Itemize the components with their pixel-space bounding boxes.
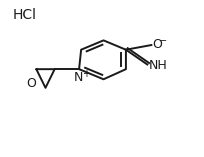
- Text: N: N: [74, 71, 83, 84]
- Text: +: +: [81, 69, 89, 79]
- Text: HCl: HCl: [13, 8, 37, 22]
- Text: O: O: [152, 38, 162, 51]
- Text: NH: NH: [147, 59, 166, 72]
- Text: −: −: [158, 36, 166, 46]
- Text: O: O: [26, 77, 35, 90]
